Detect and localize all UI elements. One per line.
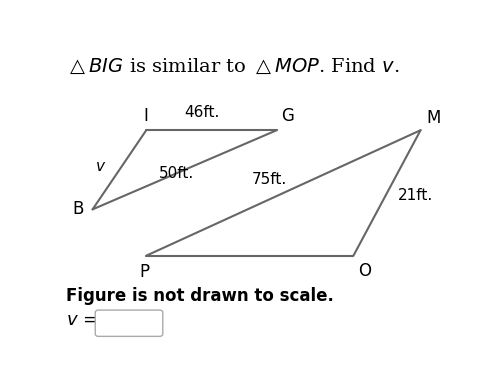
Text: I: I	[144, 107, 148, 125]
Text: $v$: $v$	[95, 159, 106, 173]
Text: 46ft.: 46ft.	[184, 105, 220, 120]
Text: O: O	[358, 262, 371, 280]
Text: G: G	[281, 107, 294, 125]
Text: 75ft.: 75ft.	[251, 172, 287, 187]
Text: B: B	[73, 200, 84, 218]
FancyBboxPatch shape	[95, 310, 163, 336]
Text: 50ft.: 50ft.	[159, 166, 195, 181]
Text: M: M	[426, 109, 441, 127]
Text: $v$ =: $v$ =	[66, 311, 97, 329]
Text: P: P	[139, 263, 149, 281]
Text: Figure is not drawn to scale.: Figure is not drawn to scale.	[66, 287, 334, 305]
Text: 21ft.: 21ft.	[397, 189, 433, 203]
Text: $\triangle BIG$ is similar to $\triangle MOP$. Find $v$.: $\triangle BIG$ is similar to $\triangle…	[66, 57, 399, 76]
